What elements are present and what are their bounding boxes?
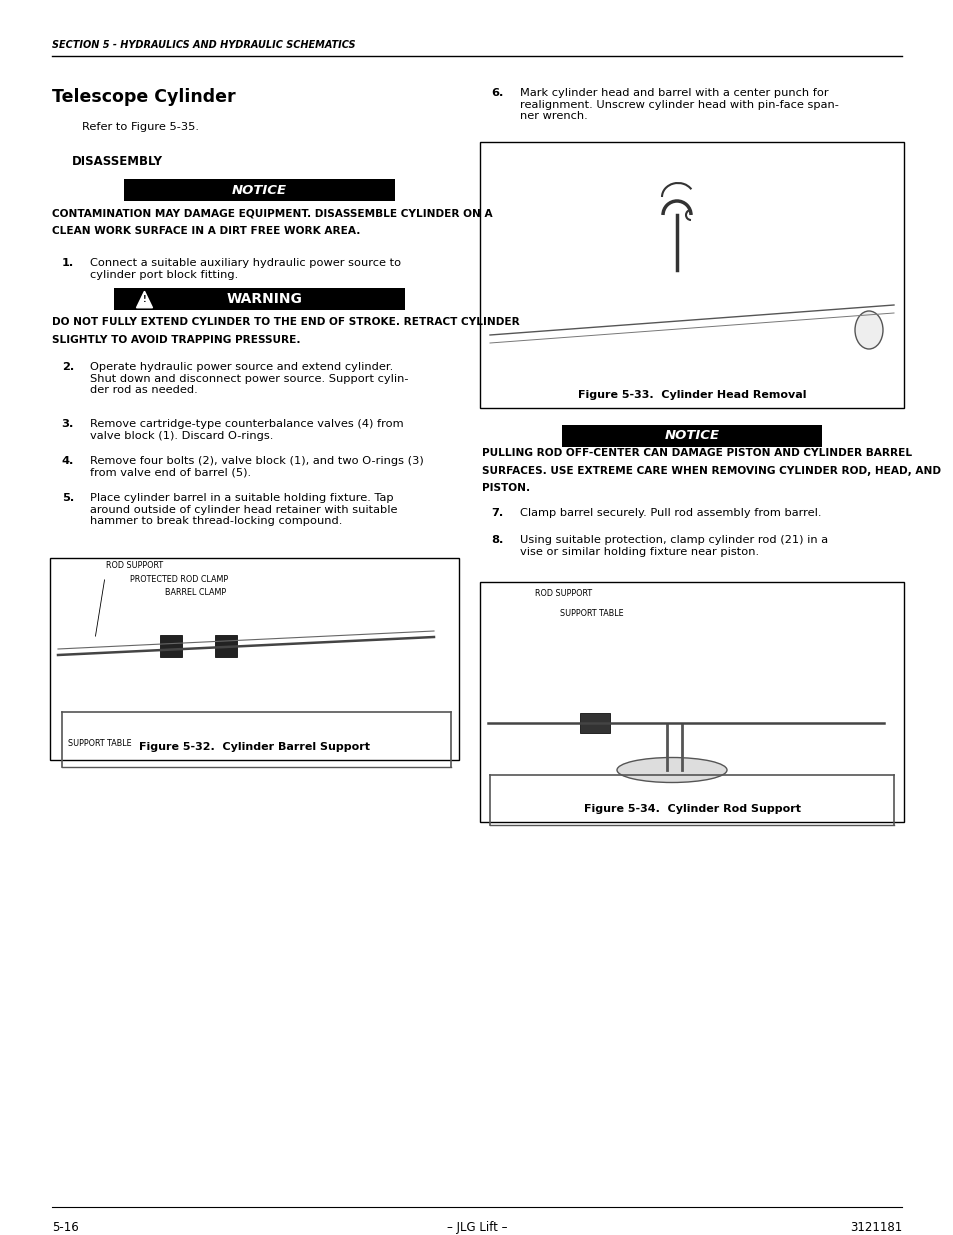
Text: SECTION 5 - HYDRAULICS AND HYDRAULIC SCHEMATICS: SECTION 5 - HYDRAULICS AND HYDRAULIC SCH… xyxy=(52,40,355,49)
Text: SUPPORT TABLE: SUPPORT TABLE xyxy=(68,739,132,748)
Text: DISASSEMBLY: DISASSEMBLY xyxy=(71,156,163,168)
Text: Clamp barrel securely. Pull rod assembly from barrel.: Clamp barrel securely. Pull rod assembly… xyxy=(519,508,821,517)
Text: NOTICE: NOTICE xyxy=(232,184,287,196)
Text: PISTON.: PISTON. xyxy=(481,483,530,493)
Text: 5.: 5. xyxy=(62,493,74,503)
Bar xyxy=(125,179,395,201)
Bar xyxy=(479,582,903,823)
Text: Remove cartridge-type counterbalance valves (4) from
valve block (1). Discard O-: Remove cartridge-type counterbalance val… xyxy=(90,419,403,441)
Polygon shape xyxy=(136,291,152,308)
Bar xyxy=(579,713,609,734)
Text: Place cylinder barrel in a suitable holding fixture. Tap
around outside of cylin: Place cylinder barrel in a suitable hold… xyxy=(90,493,397,526)
Ellipse shape xyxy=(854,311,882,350)
Text: 7.: 7. xyxy=(491,508,503,517)
Text: 3121181: 3121181 xyxy=(849,1221,901,1234)
Text: ROD SUPPORT: ROD SUPPORT xyxy=(106,561,163,571)
Text: CLEAN WORK SURFACE IN A DIRT FREE WORK AREA.: CLEAN WORK SURFACE IN A DIRT FREE WORK A… xyxy=(52,226,360,236)
Text: 3.: 3. xyxy=(62,419,74,429)
Bar xyxy=(50,558,458,760)
Text: Connect a suitable auxiliary hydraulic power source to
cylinder port block fitti: Connect a suitable auxiliary hydraulic p… xyxy=(90,258,400,279)
Bar xyxy=(160,635,182,657)
Bar xyxy=(479,142,903,408)
Bar xyxy=(561,425,821,447)
Text: 4.: 4. xyxy=(62,456,74,466)
Text: DO NOT FULLY EXTEND CYLINDER TO THE END OF STROKE. RETRACT CYLINDER: DO NOT FULLY EXTEND CYLINDER TO THE END … xyxy=(52,317,519,327)
Text: Using suitable protection, clamp cylinder rod (21) in a
vise or similar holding : Using suitable protection, clamp cylinde… xyxy=(519,535,827,557)
Text: Telescope Cylinder: Telescope Cylinder xyxy=(52,88,235,106)
Text: ROD SUPPORT: ROD SUPPORT xyxy=(535,589,592,598)
Text: – JLG Lift –: – JLG Lift – xyxy=(446,1221,507,1234)
Text: SUPPORT TABLE: SUPPORT TABLE xyxy=(559,609,623,618)
Text: WARNING: WARNING xyxy=(226,291,302,306)
Text: PULLING ROD OFF-CENTER CAN DAMAGE PISTON AND CYLINDER BARREL: PULLING ROD OFF-CENTER CAN DAMAGE PISTON… xyxy=(481,448,911,458)
Text: 8.: 8. xyxy=(491,535,503,545)
Text: PROTECTED ROD CLAMP: PROTECTED ROD CLAMP xyxy=(130,576,228,584)
Text: Operate hydraulic power source and extend cylinder.
Shut down and disconnect pow: Operate hydraulic power source and exten… xyxy=(90,362,408,395)
Text: Figure 5-33.  Cylinder Head Removal: Figure 5-33. Cylinder Head Removal xyxy=(578,390,805,400)
Text: CONTAMINATION MAY DAMAGE EQUIPMENT. DISASSEMBLE CYLINDER ON A: CONTAMINATION MAY DAMAGE EQUIPMENT. DISA… xyxy=(52,207,492,219)
Text: 2.: 2. xyxy=(62,362,74,372)
Text: Mark cylinder head and barrel with a center punch for
realignment. Unscrew cylin: Mark cylinder head and barrel with a cen… xyxy=(519,88,838,121)
Text: !: ! xyxy=(143,295,146,305)
Text: 5-16: 5-16 xyxy=(52,1221,79,1234)
Text: NOTICE: NOTICE xyxy=(664,430,719,442)
Text: 1.: 1. xyxy=(62,258,74,268)
Text: SURFACES. USE EXTREME CARE WHEN REMOVING CYLINDER ROD, HEAD, AND: SURFACES. USE EXTREME CARE WHEN REMOVING… xyxy=(481,466,940,475)
Text: BARREL CLAMP: BARREL CLAMP xyxy=(165,588,226,597)
Text: Figure 5-34.  Cylinder Rod Support: Figure 5-34. Cylinder Rod Support xyxy=(583,804,800,814)
Text: Remove four bolts (2), valve block (1), and two O-rings (3)
from valve end of ba: Remove four bolts (2), valve block (1), … xyxy=(90,456,423,478)
Bar xyxy=(214,635,236,657)
Ellipse shape xyxy=(617,757,726,783)
Text: Refer to Figure 5-35.: Refer to Figure 5-35. xyxy=(82,122,199,132)
Text: SLIGHTLY TO AVOID TRAPPING PRESSURE.: SLIGHTLY TO AVOID TRAPPING PRESSURE. xyxy=(52,335,300,345)
Bar xyxy=(114,288,404,310)
Text: 6.: 6. xyxy=(491,88,503,98)
Text: Figure 5-32.  Cylinder Barrel Support: Figure 5-32. Cylinder Barrel Support xyxy=(139,742,370,752)
